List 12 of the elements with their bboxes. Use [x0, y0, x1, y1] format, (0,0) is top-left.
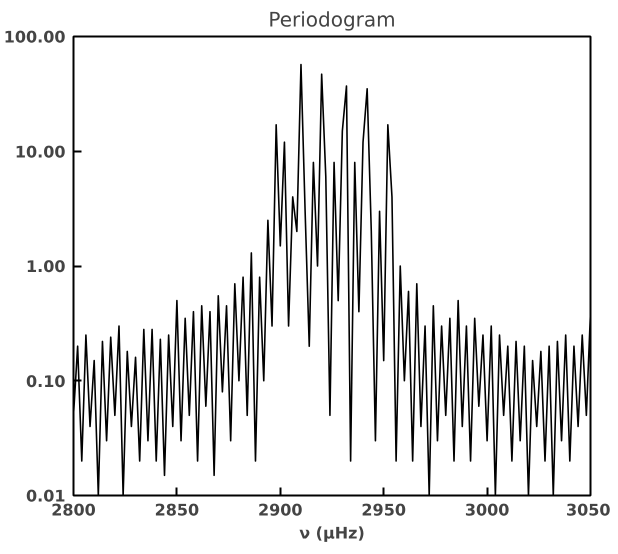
y-tick-label: 100.00	[4, 28, 66, 46]
y-tick-label: 0.10	[26, 372, 66, 391]
x-tick-label: 2950	[361, 500, 406, 520]
x-tick-label: 2900	[258, 500, 303, 520]
chart-title: Periodogram	[268, 8, 396, 32]
y-tick-label: 1.00	[26, 257, 66, 276]
x-tick-label: 3050	[566, 500, 610, 520]
x-axis-title: ν (μHz)	[299, 524, 365, 542]
y-tick-label: 10.00	[14, 142, 66, 162]
x-tick-label: 2800	[51, 500, 96, 520]
x-tick-label: 2850	[154, 500, 200, 520]
x-tick-label: 3000	[464, 500, 510, 520]
